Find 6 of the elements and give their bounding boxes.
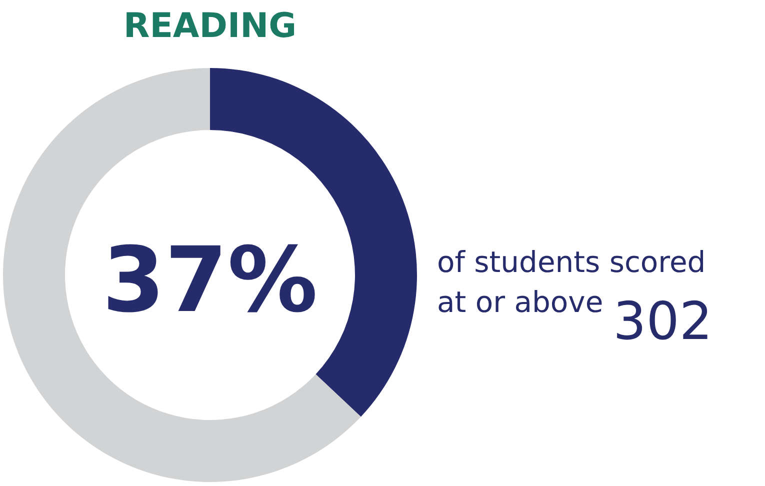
text: of students scored xyxy=(437,245,706,279)
chart-title: READING xyxy=(124,6,296,46)
text: 302 xyxy=(613,292,712,352)
text: at or above xyxy=(437,285,604,319)
text: 37% xyxy=(102,228,318,333)
donut-slice xyxy=(3,68,361,482)
